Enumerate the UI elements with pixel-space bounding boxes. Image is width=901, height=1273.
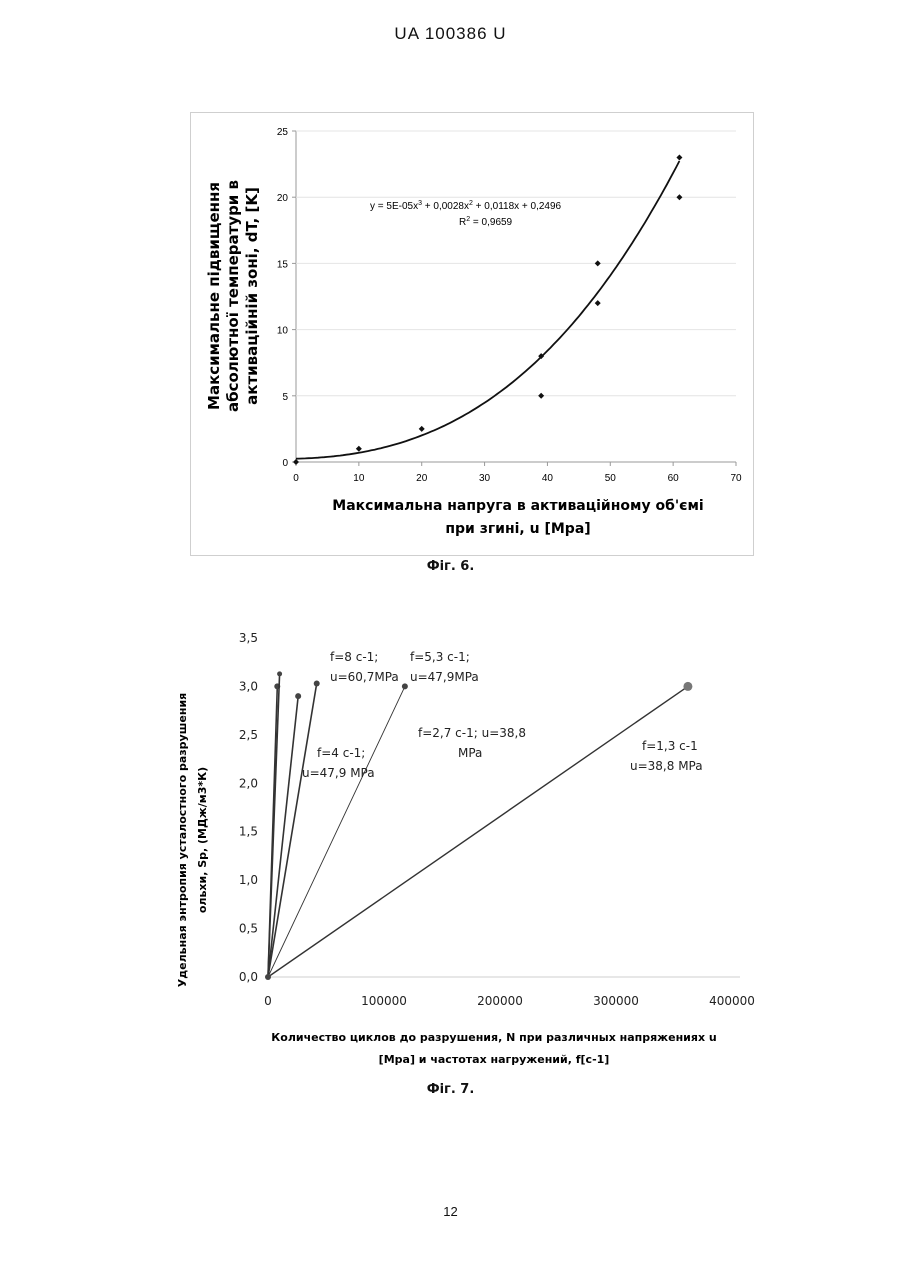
fig7-label-f8-line-2: u=60,7MPa	[330, 670, 399, 684]
fig7-series-marker	[277, 671, 282, 676]
fig7-series-marker	[402, 683, 408, 689]
fig7-label-f13-line-2: u=38,8 MPa	[630, 759, 703, 773]
fig7-label-f53-line-1: f=5,3 c-1;	[410, 650, 470, 664]
fig6-data-point	[676, 194, 682, 200]
fig7-origin-marker	[265, 974, 271, 980]
fig7-y-tick-label: 2,5	[239, 728, 258, 742]
fig7-label-f27-line-1: f=2,7 c-1; u=38,8	[418, 726, 526, 740]
fig6-y-tick-label: 0	[282, 458, 288, 469]
fig7-label-f8-line-1: f=8 c-1;	[330, 650, 378, 664]
fig7-series-marker	[314, 681, 320, 687]
fig6-y-label-line-3: активаційній зоні, dT, [K]	[243, 187, 261, 405]
fig7-y-tick-label: 1,0	[239, 873, 258, 887]
fig6-x-tick-label: 30	[479, 473, 491, 484]
fig6-y-tick-label: 15	[277, 259, 289, 270]
fig7-y-tick-label: 1,5	[239, 825, 258, 839]
fig6-x-tick-label: 40	[542, 473, 554, 484]
fig6-y-tick-labels: 0 5 10 15 20 25	[277, 127, 736, 469]
fig7-y-tick-label: 2,0	[239, 776, 258, 790]
fig6-y-tick-label: 10	[277, 326, 289, 337]
fig6-y-tick-label: 25	[277, 127, 289, 138]
fig7-label-f4-line-1: f=4 c-1;	[317, 746, 365, 760]
fig6-equation: y = 5E-05x3 + 0,0028x2 + 0,0118x + 0,249…	[370, 200, 562, 212]
fig7-series-line	[268, 674, 280, 977]
fig6-x-tick-labels: 0 10 20 30 40 50 60 70	[293, 462, 742, 484]
fig7-series-lines	[265, 671, 692, 980]
fig7-series-marker	[295, 693, 301, 699]
fig6-r-squared: R2 = 0,9659	[459, 216, 513, 228]
page-number: 12	[0, 1204, 901, 1219]
fig6-x-tick-label: 50	[605, 473, 617, 484]
figure-7-caption: Фіг. 7.	[0, 1082, 901, 1097]
fig7-series-line	[268, 686, 405, 977]
fig7-x-tick-label: 300000	[593, 994, 639, 1008]
fig7-x-tick-label: 0	[264, 994, 272, 1008]
fig7-y-tick-label: 3,5	[239, 631, 258, 645]
figure-7-chart: 0 100000 200000 300000 400000 0,0 0,5 1,0 1,5 2,…	[176, 631, 755, 1066]
fig7-y-label-line-1: Удельная энтропия усталостного разрушени…	[176, 693, 189, 987]
fig6-data-point	[676, 154, 682, 160]
fig6-x-tick-label: 20	[416, 473, 428, 484]
fig7-label-f53-line-2: u=47,9MPa	[410, 670, 479, 684]
fig6-x-label-line-2: при згині, u [Mpa]	[445, 521, 590, 537]
fig6-x-tick-label: 0	[293, 473, 299, 484]
fig6-data-point	[356, 446, 362, 452]
fig6-x-tick-label: 10	[353, 473, 365, 484]
fig7-y-tick-label: 0,5	[239, 922, 258, 936]
fig7-series-marker	[683, 682, 692, 691]
fig7-x-tick-label: 400000	[709, 994, 755, 1008]
figure-6-caption: Фіг. 6.	[0, 559, 901, 574]
figure-6-chart: 0 10 20 30 40 50 60 70 0 5 10 15 20 25 y = 5E-05x3 +…	[205, 127, 742, 537]
fig6-y-tick-label: 20	[277, 193, 289, 204]
fig6-x-tick-label: 70	[730, 473, 742, 484]
fig6-y-label-line-2: абсолютної температури в	[224, 180, 242, 412]
fig6-y-tick-label: 5	[282, 392, 288, 403]
fig6-x-tick-label: 60	[668, 473, 680, 484]
fig7-x-tick-labels: 0 100000 200000 300000 400000	[264, 994, 755, 1008]
fig6-y-label-line-1: Максимальне підвищення	[205, 182, 223, 410]
fig6-data-point	[419, 426, 425, 432]
fig7-x-tick-label: 100000	[361, 994, 407, 1008]
fig6-data-point	[538, 393, 544, 399]
fig6-x-label-line-1: Максимальна напруга в активаційному об'є…	[332, 498, 703, 514]
fig7-label-f4-line-2: u=47,9 MPa	[302, 766, 375, 780]
fig7-y-tick-label: 3,0	[239, 679, 258, 693]
fig7-x-label-line-2: [Mpa] и частотах нагружений, f[c-1]	[379, 1053, 610, 1066]
fig6-data-point	[595, 300, 601, 306]
fig7-label-f13-line-1: f=1,3 c-1	[642, 739, 698, 753]
fig6-data-point	[293, 459, 299, 465]
fig7-y-tick-label: 0,0	[239, 970, 258, 984]
fig7-y-label-line-2: ольхи, Sp, (МДж/м3*К)	[196, 767, 209, 913]
fig7-x-tick-label: 200000	[477, 994, 523, 1008]
fig7-x-label-line-1: Количество циклов до разрушения, N при р…	[271, 1031, 716, 1044]
fig7-label-f27-line-2: MPa	[458, 746, 482, 760]
fig7-y-tick-labels: 0,0 0,5 1,0 1,5 2,0 2,5 3,0 3,5	[239, 631, 258, 984]
fig6-data-point	[595, 260, 601, 266]
